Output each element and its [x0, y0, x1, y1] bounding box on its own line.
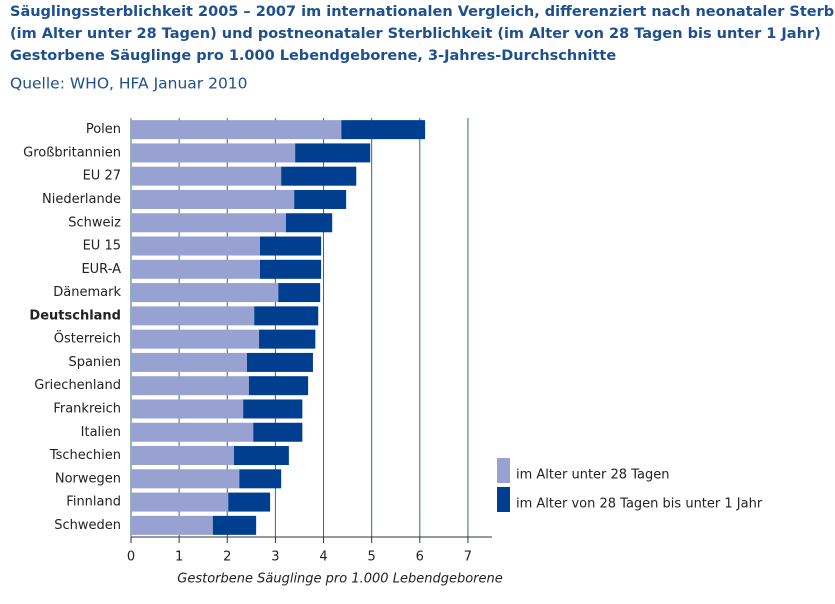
bar-segment	[285, 213, 333, 233]
bar-segment	[248, 376, 309, 396]
y-tick-label: Österreich	[54, 330, 121, 347]
legend-swatch	[497, 487, 510, 512]
bar-segment	[131, 399, 244, 419]
bar-segment	[131, 446, 235, 466]
bar-segment	[131, 189, 295, 209]
y-tick-label: Spanien	[68, 355, 121, 370]
x-tick-label: 6	[416, 550, 424, 565]
bar-segment	[131, 283, 279, 303]
legend-swatch	[497, 458, 510, 483]
bar-segment	[131, 259, 260, 279]
chart-title: (im Alter unter 28 Tagen) und postneonat…	[10, 26, 821, 42]
x-tick-label: 1	[175, 550, 183, 565]
bar-segment	[131, 515, 213, 535]
bar-segment	[131, 329, 260, 349]
bar-segment	[131, 120, 342, 140]
source: Quelle: WHO, HFA Januar 2010	[10, 75, 248, 93]
bar-segment	[341, 120, 426, 140]
bar-segment	[253, 422, 303, 442]
bar-segment	[131, 376, 249, 396]
y-tick-label: Großbritannien	[23, 145, 121, 160]
bar-segment	[295, 143, 371, 163]
x-tick-label: 3	[271, 550, 279, 565]
x-tick-label: 0	[127, 550, 135, 565]
x-tick-label: 2	[223, 550, 231, 565]
y-tick-label: Schweiz	[68, 215, 121, 230]
y-tick-label: EUR-A	[81, 262, 121, 277]
x-tick-label: 4	[319, 550, 327, 565]
y-tick-label: Italien	[81, 425, 121, 440]
y-tick-label: Norwegen	[55, 471, 121, 486]
y-tick-label: Deutschland	[29, 308, 121, 323]
x-axis-label: Gestorbene Säuglinge pro 1.000 Lebendgeb…	[177, 572, 502, 587]
bar-segment	[234, 446, 289, 466]
y-tick-label: Frankreich	[53, 401, 121, 416]
bar-segment	[131, 492, 229, 512]
bar-segment	[239, 469, 282, 489]
bar-segment	[212, 515, 257, 535]
y-tick-label: Finnland	[66, 495, 121, 510]
bar-segment	[247, 352, 313, 372]
bar-segment	[131, 166, 282, 186]
y-tick-label: Schweden	[54, 518, 121, 533]
legend-label: im Alter unter 28 Tagen	[516, 468, 669, 483]
bar-segment	[281, 166, 357, 186]
bar-segment	[131, 213, 286, 233]
legend-label: im Alter von 28 Tagen bis unter 1 Jahr	[516, 497, 763, 512]
y-tick-label: Griechenland	[34, 378, 121, 393]
bar-segment	[259, 259, 322, 279]
y-tick-label: Dänemark	[53, 285, 121, 300]
bar-segment	[243, 399, 303, 419]
bar-segment	[131, 143, 296, 163]
y-tick-label: Niederlande	[42, 192, 121, 207]
bar-segment	[259, 236, 322, 256]
bar-segment	[278, 283, 321, 303]
bar-segment	[254, 306, 319, 326]
y-tick-label: Polen	[86, 122, 121, 137]
bar-segment	[228, 492, 271, 512]
bar-segment	[294, 189, 347, 209]
y-tick-label: Tschechien	[49, 448, 121, 463]
bar-segment	[131, 422, 254, 442]
x-tick-label: 5	[368, 550, 376, 565]
chart-title: Gestorbene Säuglinge pro 1.000 Lebendgeb…	[10, 48, 616, 64]
bar-segment	[131, 469, 240, 489]
bar-segment	[259, 329, 316, 349]
chart-title: Säuglingssterblichkeit 2005 – 2007 im in…	[10, 4, 835, 20]
x-tick-label: 7	[464, 550, 472, 565]
y-tick-label: EU 27	[83, 169, 121, 184]
bar-segment	[131, 236, 260, 256]
y-tick-label: EU 15	[83, 239, 121, 254]
bar-segment	[131, 306, 255, 326]
bar-segment	[131, 352, 248, 372]
